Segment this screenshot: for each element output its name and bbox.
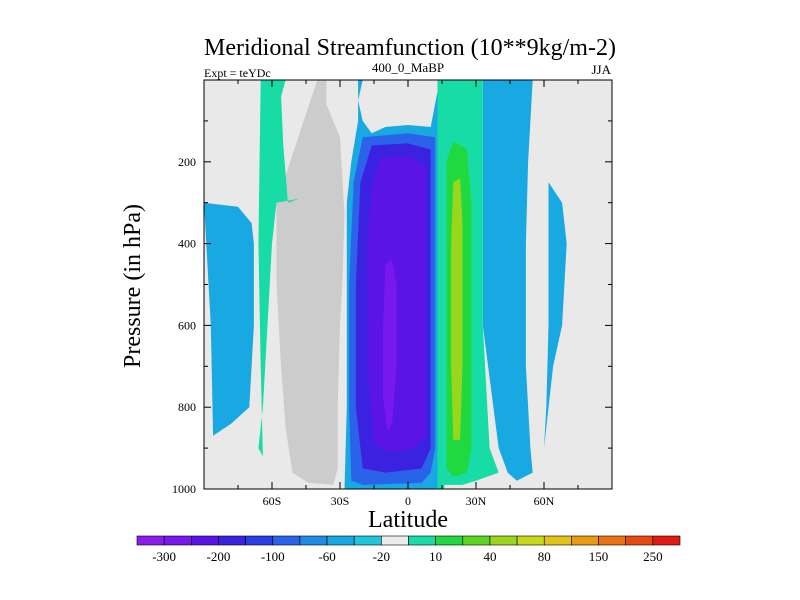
y-axis-title: Pressure (in hPa): [120, 204, 146, 368]
colorbar-swatch: [299, 535, 328, 546]
colorbar-swatch: [435, 535, 464, 546]
y-tick-label: 400: [178, 237, 196, 251]
y-tick-label: 800: [178, 400, 196, 414]
colorbar-label: 250: [643, 549, 663, 564]
contour-region--20: [204, 202, 254, 436]
experiment-label: Expt = teYDc: [204, 66, 271, 80]
colorbar-swatch: [571, 535, 599, 546]
colorbar-label: -200: [207, 549, 231, 564]
colorbar-swatch: [543, 535, 572, 546]
contour-region-60: [287, 198, 334, 471]
colorbar-label: 80: [538, 549, 551, 564]
colorbar-label: 10: [429, 549, 442, 564]
colorbar-swatch: [191, 535, 219, 546]
season-label: JJA: [591, 62, 611, 77]
y-tick-label: 200: [178, 155, 196, 169]
colorbar-swatch: [245, 535, 274, 546]
x-tick-label: 30S: [331, 494, 350, 508]
colorbar-swatch: [326, 535, 355, 546]
contour-region-10: [258, 80, 300, 457]
colorbar-label: -100: [261, 549, 285, 564]
colorbar-swatch: [136, 535, 165, 546]
colorbar-swatch: [381, 535, 409, 546]
x-tick-label: 0: [405, 494, 411, 508]
colorbar-swatch: [163, 535, 192, 546]
x-tick-label: 30N: [466, 494, 487, 508]
x-axis-title: Latitude: [368, 507, 448, 533]
x-tick-label: 60N: [534, 494, 555, 508]
colorbar-label: -300: [152, 549, 176, 564]
contour-region-80: [451, 178, 463, 440]
colorbar-swatch: [353, 535, 382, 546]
colorbar-label: -20: [373, 549, 390, 564]
y-tick-label: 600: [178, 318, 196, 332]
colorbar-label: 40: [483, 549, 496, 564]
colorbar-swatch: [218, 535, 246, 546]
colorbar-swatch: [408, 535, 436, 546]
colorbar-swatch: [272, 535, 301, 546]
colorbar-swatch: [516, 535, 545, 546]
colorbar-swatch: [652, 535, 681, 546]
axes: 60S 30S 0 30N 60N 200 400 600 800 1000: [172, 80, 612, 508]
colorbar-swatch: [462, 535, 491, 546]
colorbar-swatch: [598, 535, 626, 546]
contour-region--20: [544, 182, 567, 449]
x-tick-label: 60S: [263, 494, 282, 508]
contour-region--300: [383, 260, 397, 432]
colorbar-swatch: [489, 535, 518, 546]
colorbar-label: -60: [318, 549, 335, 564]
contour-region--20: [482, 80, 533, 481]
colorbar-label: 150: [589, 549, 609, 564]
contour-regions: [204, 80, 567, 489]
y-tick-label: 1000: [172, 482, 196, 496]
contour-region-10: [437, 80, 445, 489]
colorbar: -300 -200 -100 -60 -20 10 40 80 150 250: [136, 535, 681, 564]
chart-title: Meridional Streamfunction (10**9kg/m-2): [204, 35, 616, 61]
colorbar-swatch: [625, 535, 654, 546]
period-label: 400_0_MaBP: [372, 60, 444, 75]
